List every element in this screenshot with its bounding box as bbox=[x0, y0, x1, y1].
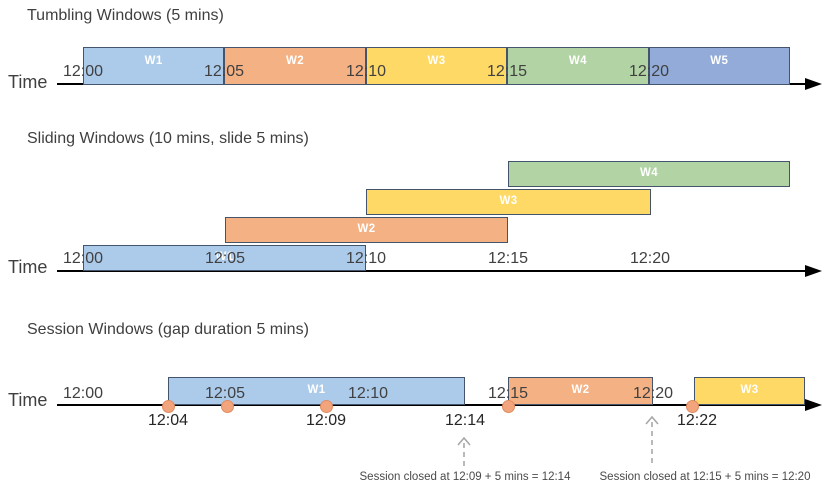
window-label-w3: W3 bbox=[499, 195, 518, 207]
session-closed-annotation: Session closed at 12:15 + 5 mins = 12:20 bbox=[599, 471, 811, 483]
tumbling-time-axis-label: Time bbox=[8, 72, 48, 92]
session-time-axis-label: Time bbox=[8, 390, 48, 410]
tumbling-window-w4 bbox=[507, 47, 649, 85]
dashed-up-arrow-icon bbox=[645, 415, 659, 464]
sliding-window-w1 bbox=[83, 245, 366, 271]
sliding-axis-line bbox=[57, 270, 806, 273]
sliding-window-w4 bbox=[508, 161, 790, 187]
tumbling-tick-label: 12:05 bbox=[203, 63, 245, 80]
event-dot bbox=[501, 399, 515, 413]
tumbling-window-w5 bbox=[648, 47, 790, 85]
window-label-w5: W5 bbox=[710, 55, 729, 67]
window-label-w4: W4 bbox=[568, 55, 587, 67]
sliding-axis-arrowhead-icon bbox=[805, 264, 822, 277]
event-dot bbox=[220, 399, 234, 413]
window-label-w3: W3 bbox=[740, 384, 759, 396]
dashed-up-arrow-icon bbox=[457, 436, 471, 467]
event-dot bbox=[319, 399, 333, 413]
sliding-tick-label: 12:20 bbox=[629, 250, 671, 267]
sliding-tick-label: 12:05 bbox=[204, 250, 246, 267]
session-tick-label: 12:20 bbox=[632, 385, 674, 402]
tumbling-window-w2 bbox=[224, 47, 366, 85]
session-window-w3 bbox=[694, 377, 805, 405]
event-time-label: 12:14 bbox=[444, 412, 486, 429]
window-label-w2: W2 bbox=[357, 223, 376, 235]
tumbling-axis-arrowhead-icon bbox=[805, 77, 822, 90]
tumbling-window-w3 bbox=[365, 47, 508, 85]
session-tick-label: 12:05 bbox=[204, 385, 246, 402]
sliding-window-w3 bbox=[366, 189, 651, 215]
sliding-tick-label: 12:00 bbox=[62, 250, 104, 267]
tumbling-window-w1 bbox=[83, 47, 225, 85]
event-time-label: 12:09 bbox=[305, 412, 347, 429]
session-tick-label: 12:10 bbox=[347, 385, 389, 402]
window-label-w1: W1 bbox=[307, 384, 326, 396]
session-tick-label: 12:00 bbox=[62, 385, 104, 402]
window-label-w4: W4 bbox=[639, 167, 659, 179]
window-label-w1: W1 bbox=[144, 55, 163, 67]
sliding-tick-label: 12:10 bbox=[345, 250, 387, 267]
sliding-window-w2 bbox=[225, 217, 508, 243]
sliding-time-axis-label: Time bbox=[8, 257, 48, 277]
event-time-label: 12:22 bbox=[676, 412, 718, 429]
event-dot bbox=[685, 399, 699, 413]
window-label-w2: W2 bbox=[286, 55, 305, 67]
sliding-section-title: Sliding Windows (10 mins, slide 5 mins) bbox=[27, 130, 309, 147]
session-section-title: Session Windows (gap duration 5 mins) bbox=[27, 321, 309, 338]
window-label-w1: W1 bbox=[215, 251, 234, 263]
sliding-tick-label: 12:15 bbox=[487, 250, 529, 267]
session-window-w2 bbox=[508, 377, 653, 405]
window-label-w2: W2 bbox=[571, 384, 590, 396]
event-time-label: 12:04 bbox=[147, 412, 189, 429]
tumbling-section-title: Tumbling Windows (5 mins) bbox=[27, 7, 224, 24]
session-closed-annotation: Session closed at 12:09 + 5 mins = 12:14 bbox=[359, 471, 571, 483]
tumbling-tick-label: 12:10 bbox=[345, 63, 387, 80]
event-dot bbox=[161, 399, 175, 413]
session-tick-label: 12:15 bbox=[487, 385, 529, 402]
tumbling-tick-label: 12:15 bbox=[486, 63, 528, 80]
session-axis-arrowhead-icon bbox=[805, 398, 822, 411]
tumbling-tick-label: 12:00 bbox=[62, 63, 104, 80]
tumbling-tick-label: 12:20 bbox=[628, 63, 670, 80]
session-window-w1 bbox=[168, 377, 465, 405]
window-label-w3: W3 bbox=[427, 55, 446, 67]
session-axis-line bbox=[57, 404, 806, 407]
